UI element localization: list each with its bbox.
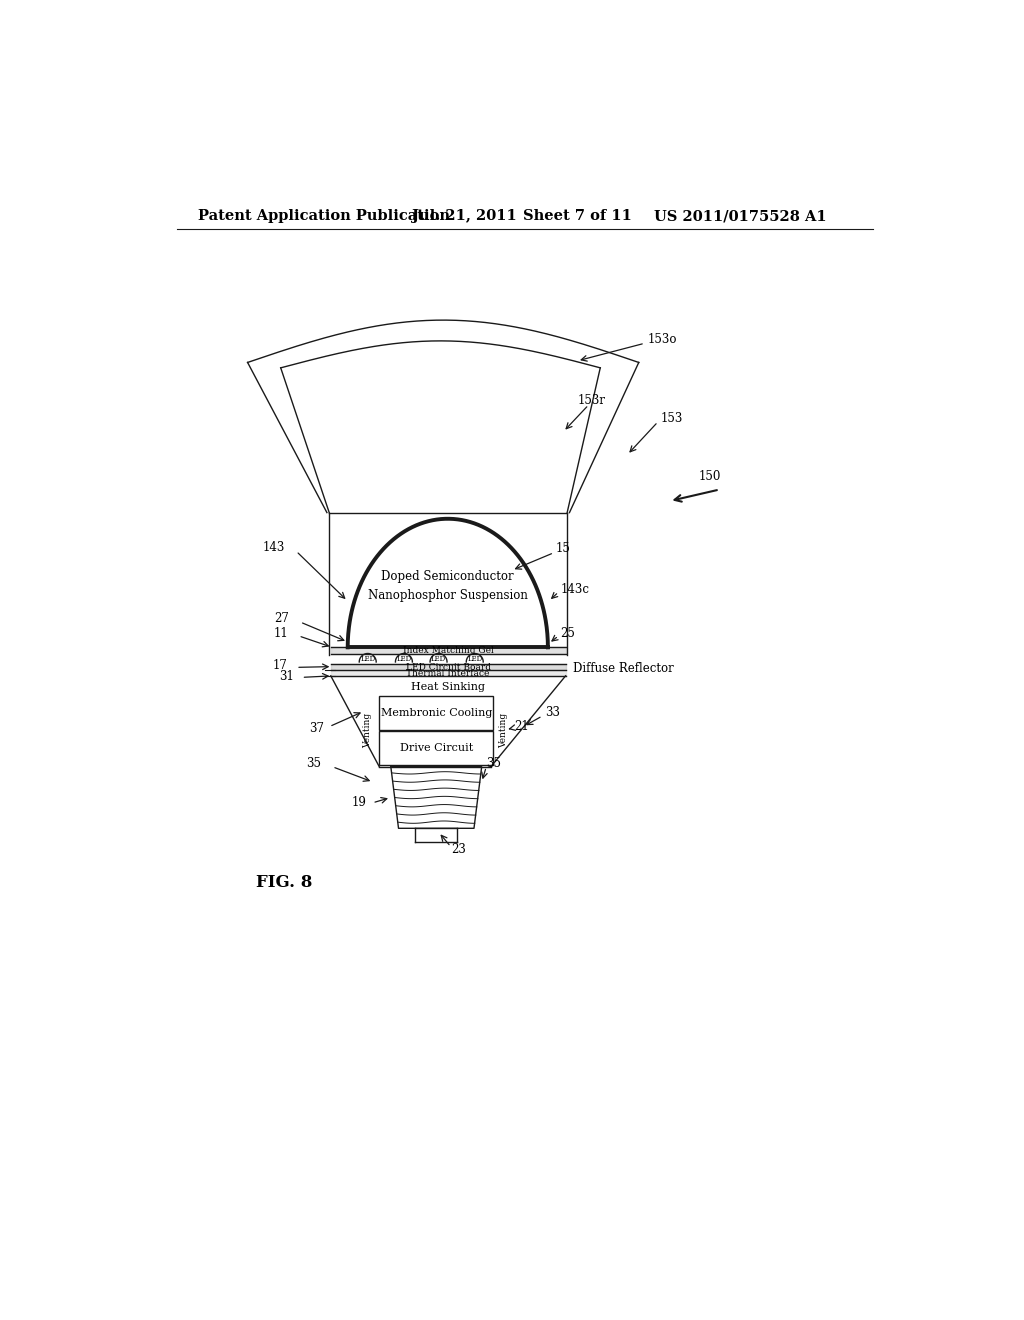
Text: US 2011/0175528 A1: US 2011/0175528 A1 (654, 209, 826, 223)
Text: Patent Application Publication: Patent Application Publication (199, 209, 451, 223)
Text: 21: 21 (514, 721, 528, 733)
Text: LED Circuit Board: LED Circuit Board (406, 663, 490, 672)
Text: 143: 143 (262, 541, 285, 554)
Text: Thermal Interface: Thermal Interface (407, 669, 489, 677)
Text: 150: 150 (698, 470, 721, 483)
Text: 23: 23 (451, 842, 466, 855)
Text: 153: 153 (660, 412, 683, 425)
Text: Drive Circuit: Drive Circuit (399, 743, 473, 752)
Text: LED: LED (467, 655, 482, 663)
Text: 19: 19 (351, 796, 367, 809)
Text: Venting: Venting (364, 713, 372, 748)
Text: 35: 35 (306, 758, 322, 770)
Text: 11: 11 (273, 627, 289, 640)
Bar (379, 696, 494, 730)
Text: 31: 31 (279, 671, 294, 684)
Text: 25: 25 (560, 627, 575, 640)
Text: 143c: 143c (560, 583, 589, 597)
Text: 37: 37 (309, 722, 325, 735)
Text: Membronic Cooling: Membronic Cooling (381, 708, 492, 718)
Text: Sheet 7 of 11: Sheet 7 of 11 (523, 209, 632, 223)
Text: LED: LED (431, 655, 446, 663)
Text: 33: 33 (545, 706, 560, 719)
Text: LED: LED (396, 655, 412, 663)
Text: Doped Semiconductor
Nanophosphor Suspension: Doped Semiconductor Nanophosphor Suspens… (368, 570, 527, 602)
Text: FIG. 8: FIG. 8 (256, 874, 312, 891)
Text: Venting: Venting (500, 713, 509, 748)
Text: LED: LED (360, 655, 375, 663)
Text: 153o: 153o (648, 333, 678, 346)
Bar (379, 730, 494, 766)
Text: 15: 15 (556, 543, 570, 556)
Text: 27: 27 (274, 612, 289, 626)
Text: Jul. 21, 2011: Jul. 21, 2011 (412, 209, 516, 223)
Text: Index Matching Gel: Index Matching Gel (402, 645, 494, 655)
Text: Heat Sinking: Heat Sinking (412, 681, 485, 692)
Text: 35: 35 (486, 758, 502, 770)
Text: 153r: 153r (578, 395, 605, 408)
Text: Diffuse Reflector: Diffuse Reflector (573, 661, 674, 675)
Text: 17: 17 (272, 659, 288, 672)
